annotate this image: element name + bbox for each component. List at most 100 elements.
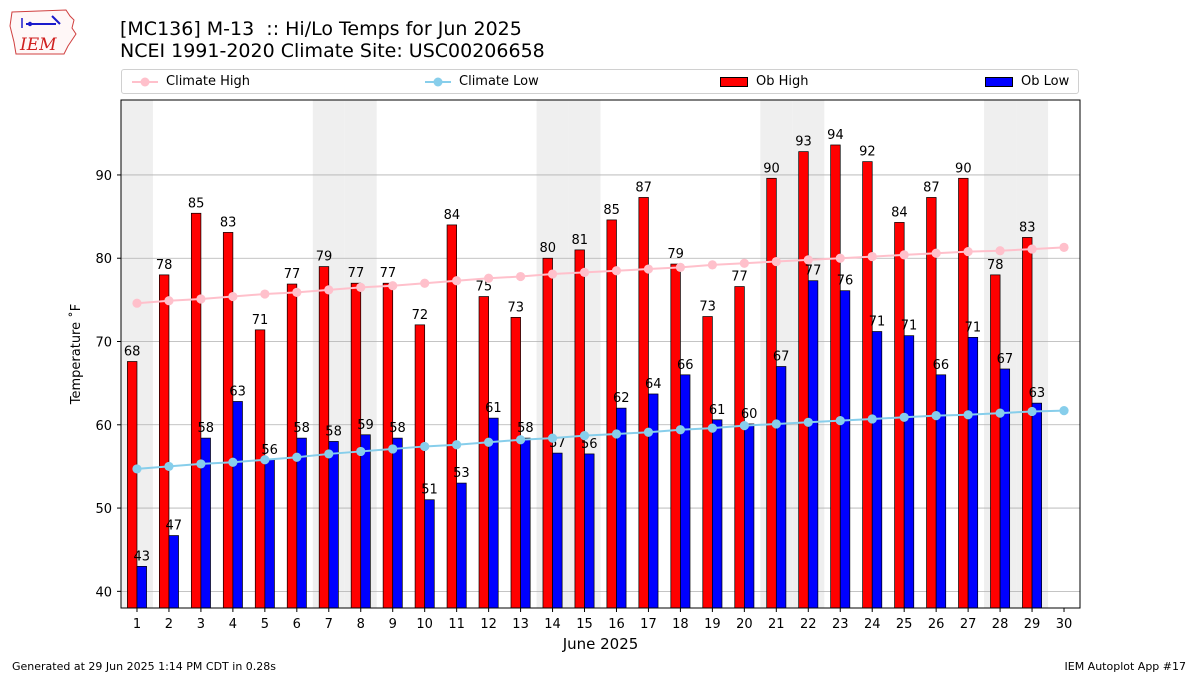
climate-high-point [452,276,462,286]
x-axis-label: June 2025 [562,635,639,653]
x-tick-label: 16 [608,617,625,632]
climate-low-point [803,417,813,427]
ob-low-bar [392,437,403,609]
ob-high-label: 77 [284,267,301,282]
ob-high-bar [830,144,841,609]
ob-low-label: 62 [613,391,630,406]
ob-low-bar [807,280,819,609]
climate-high-point [420,278,430,288]
ob-high-bar [510,317,521,609]
x-tick-label: 20 [736,617,753,632]
climate-high-point [739,258,749,268]
ob-low-bar [552,452,563,609]
climate-high-point [675,262,686,272]
climate-high-point [388,281,398,291]
climate-high-point [196,294,206,304]
ob-low-label: 60 [741,407,758,422]
ob-low-label: 63 [229,384,246,399]
legend-ob-low: Ob Low [985,74,1069,89]
x-tick-label: 29 [1024,617,1041,632]
climate-low-point [867,414,877,424]
legend-ob-high-label: Ob High [756,74,809,89]
climate-high-swatch-icon [132,77,158,86]
ob-low-bar [456,482,467,609]
climate-low-point [420,441,430,452]
x-tick-label: 22 [800,617,817,632]
legend-ob-low-label: Ob Low [1021,74,1070,89]
legend-climate-high: Climate High [132,74,250,89]
climate-low-line [136,409,1065,470]
ob-low-bar [839,290,851,609]
x-tick-label: 10 [416,617,433,632]
ob-low-bar [712,419,723,609]
ob-low-label: 58 [325,424,342,439]
ob-low-label: 58 [293,421,310,436]
y-tick-label: 70 [95,336,112,351]
x-tick-label: 17 [640,617,657,632]
ob-high-bar [222,232,234,609]
ob-high-bar [766,177,777,609]
climate-high-point [995,246,1005,256]
ob-low-bar [264,459,275,609]
ob-high-label: 92 [859,145,876,160]
climate-high-point [164,296,174,306]
ob-low-label: 58 [197,421,214,436]
ob-high-bar [798,151,809,609]
ob-low-label: 47 [165,519,182,534]
ob-high-label: 85 [603,203,620,218]
ob-low-label: 63 [1029,386,1046,401]
x-tick-label: 3 [197,617,205,632]
x-tick-label: 28 [992,617,1009,632]
ob-low-label: 71 [901,319,918,334]
ob-low-bar [424,499,435,609]
x-tick-label: 13 [512,617,529,632]
x-tick-label: 6 [293,617,301,632]
y-axis-label: Temperature ˚F [68,304,84,405]
ob-high-bar [670,263,681,609]
ob-low-bar [935,374,947,609]
x-tick-label: 7 [325,617,333,632]
ob-high-label: 90 [955,161,972,176]
ob-high-bar [702,316,713,609]
ob-high-label: 85 [188,196,205,211]
climate-high-point [324,285,334,295]
ob-low-bar [680,374,691,609]
climate-low-point [611,429,622,439]
climate-low-point [292,452,302,462]
climate-low-point [643,427,654,437]
climate-low-point [132,464,142,474]
ob-low-swatch-icon [985,76,1013,87]
chart-title: [MC136] M-13 :: Hi/Lo Temps for Jun 2025… [120,18,545,62]
ob-low-bar [648,393,659,609]
climate-low-point [771,419,781,429]
climate-high-point [484,273,494,283]
ob-high-label: 75 [476,280,493,295]
climate-low-point [899,412,909,422]
ob-low-label: 66 [933,358,950,373]
chart-legend: Climate High Climate Low Ob High Ob Low [121,69,1079,94]
climate-low-point [931,411,941,421]
plot-frame [120,99,1081,609]
climate-high-point [292,287,302,297]
ob-high-bar [190,212,202,609]
climate-low-point [963,410,973,420]
ob-low-bar [168,535,179,609]
climate-low-swatch-icon [425,77,451,86]
climate-high-point [867,251,877,262]
climate-high-point [356,282,366,292]
climate-high-point [771,256,781,267]
climate-high-point [707,260,717,270]
x-tick-label: 24 [864,617,881,632]
ob-high-label: 78 [987,258,1004,273]
ob-low-label: 43 [134,549,151,564]
climate-low-point [995,408,1005,418]
climate-low-point [547,433,558,443]
y-tick-label: 60 [95,419,112,434]
x-tick-label: 9 [389,617,397,632]
ob-high-bar [990,274,1001,609]
ob-low-label: 76 [837,274,854,289]
climate-low-point [452,440,462,450]
climate-low-point [228,457,238,467]
x-tick-label: 15 [576,617,593,632]
ob-high-label: 79 [316,250,333,265]
